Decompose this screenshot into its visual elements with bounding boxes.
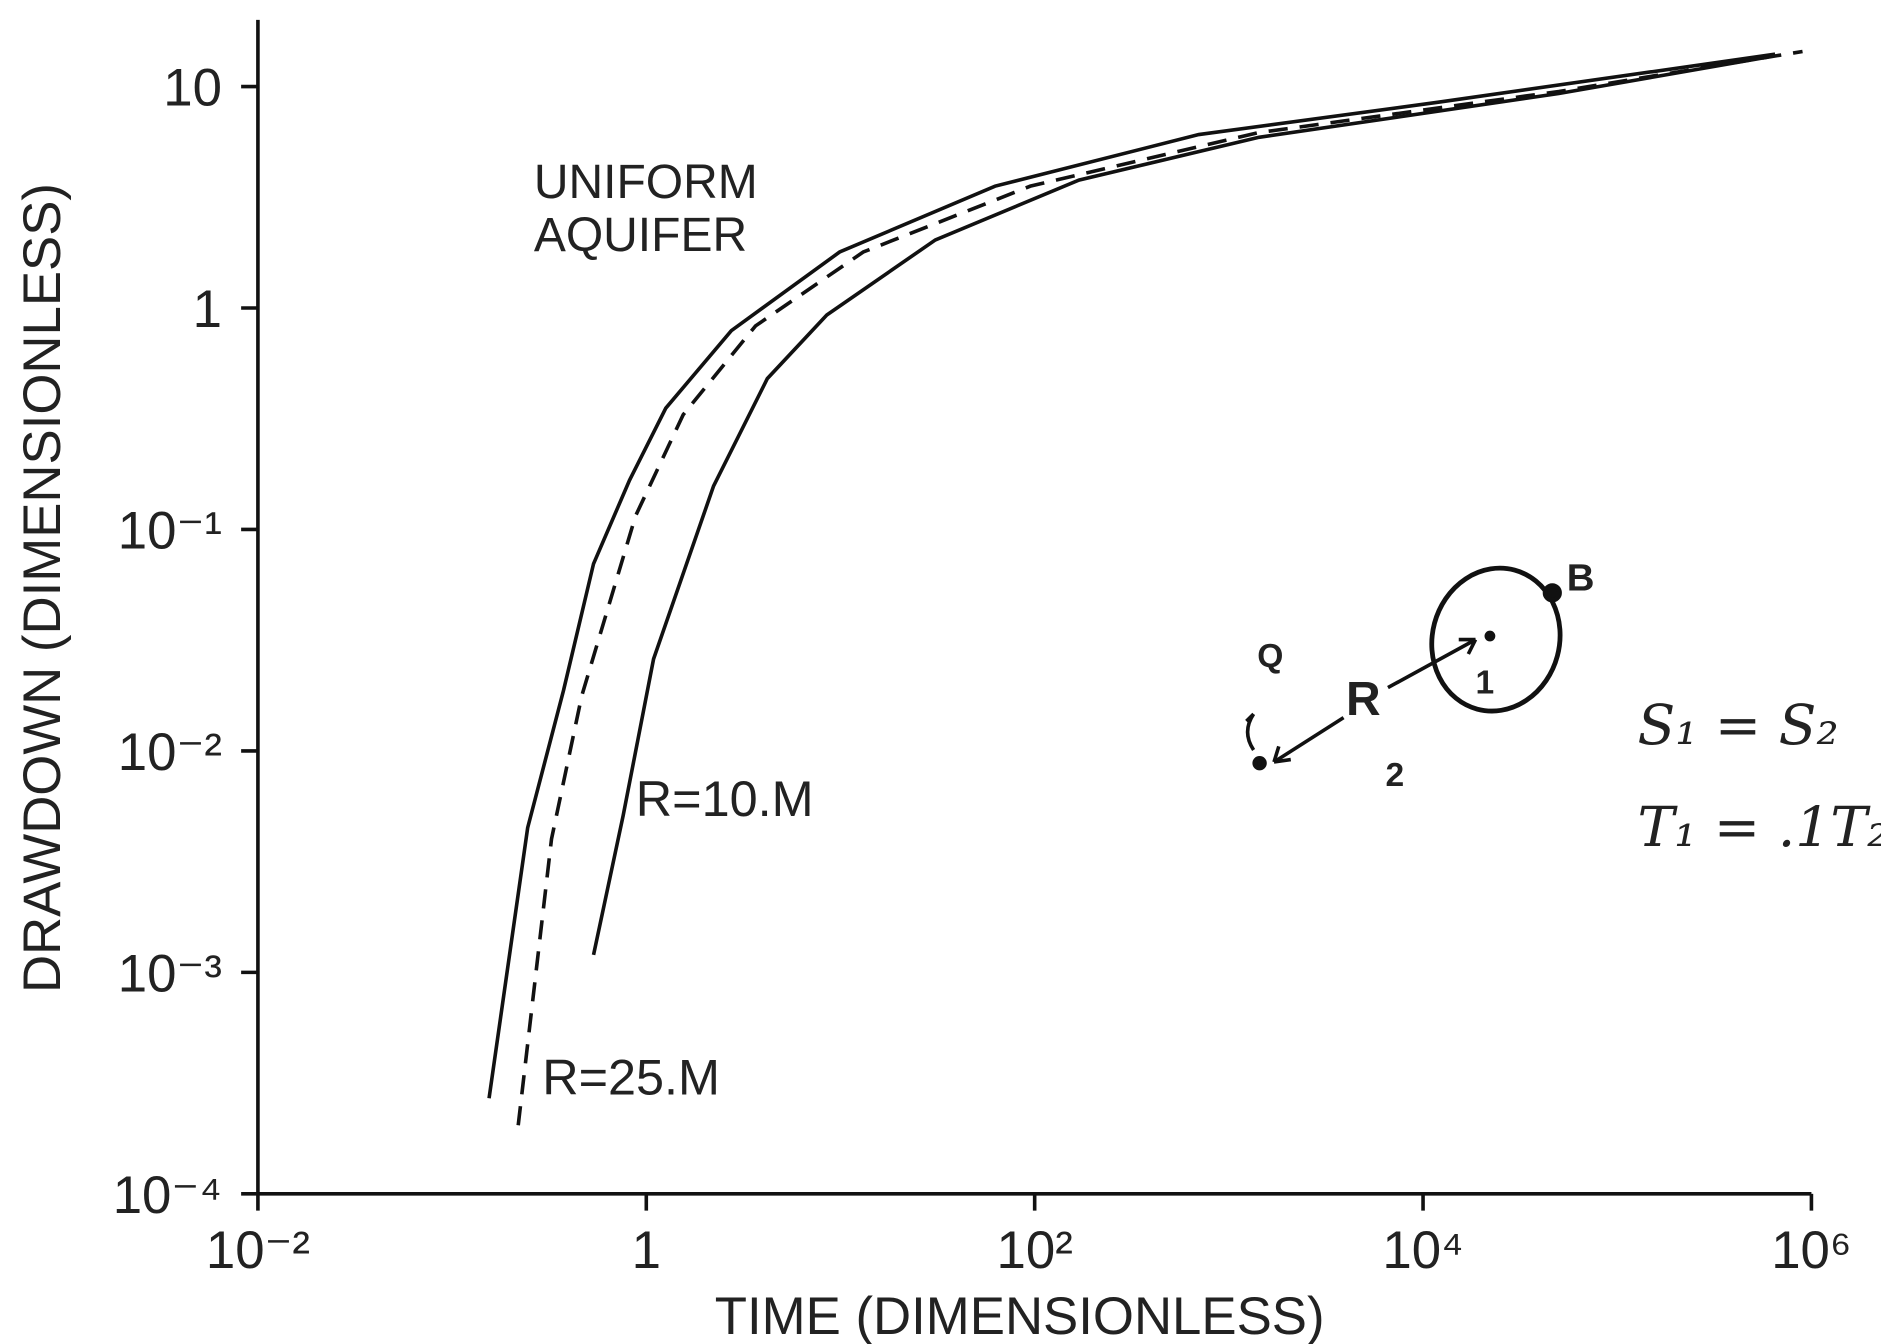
annotation: 1 <box>1476 665 1495 702</box>
y-tick-label: 10⁻³ <box>118 945 222 1004</box>
arrow-head <box>1272 637 1478 764</box>
center-point <box>1484 630 1496 642</box>
well-point <box>1252 755 1267 771</box>
x-tick-label: 10⁴ <box>1382 1221 1463 1280</box>
series-label: R=25.M <box>542 1048 720 1105</box>
y-tick-label: 10⁻¹ <box>118 502 222 561</box>
point-b <box>1542 583 1562 603</box>
annotation: Q <box>1257 638 1283 675</box>
diagram <box>1245 565 1563 771</box>
x-tick-label: 10⁻² <box>206 1221 310 1280</box>
series-label: UNIFORM AQUIFER <box>533 156 758 262</box>
annotation: R <box>1346 673 1381 726</box>
annotation: T₁ = .1T₂ <box>1637 796 1881 860</box>
series-label-box: UNIFORM AQUIFER <box>533 156 758 262</box>
x-tick-label: 10⁶ <box>1771 1221 1851 1280</box>
y-tick-label: 1 <box>193 280 222 339</box>
annotation: S₁ = S₂ <box>1637 694 1838 758</box>
y-tick-label: 10 <box>163 59 222 118</box>
flow-arrow <box>1245 712 1256 751</box>
x-axis-label: TIME (DIMENSIONLESS) <box>715 1287 1325 1344</box>
y-tick-label: 10⁻⁴ <box>113 1166 222 1225</box>
data-line <box>516 49 1803 1126</box>
y-tick-label: 10⁻² <box>118 723 222 782</box>
region-circle <box>1429 565 1563 714</box>
annotation: 2 <box>1386 757 1405 794</box>
x-tick-label: 10² <box>997 1221 1073 1280</box>
annotation: B <box>1567 556 1595 599</box>
series-label: R=10.M <box>636 770 814 827</box>
data-line <box>487 52 1776 1099</box>
arrow <box>1273 716 1345 764</box>
x-tick-label: 1 <box>632 1221 661 1280</box>
arrow <box>1387 638 1477 690</box>
data-line <box>591 55 1769 956</box>
y-axis-label: DRAWDOWN (DIMENSIONLESS) <box>13 183 72 993</box>
